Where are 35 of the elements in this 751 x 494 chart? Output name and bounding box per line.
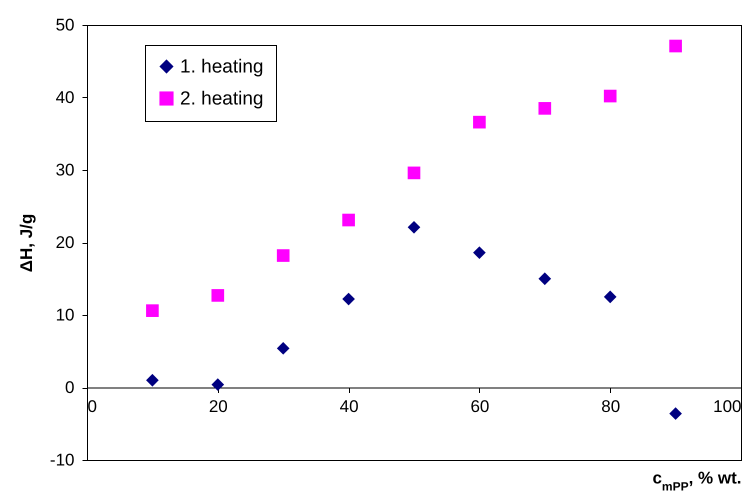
point <box>146 374 159 387</box>
point <box>604 290 617 304</box>
y-tick-label: 40 <box>56 88 74 107</box>
y-tick-label: 10 <box>56 306 74 324</box>
point <box>473 246 486 259</box>
point <box>342 292 355 306</box>
point <box>276 249 290 262</box>
y-tick-label: 0 <box>65 378 74 397</box>
point <box>538 272 552 286</box>
legend-label: 2. heating <box>180 88 264 110</box>
point <box>408 220 420 234</box>
point <box>211 378 224 391</box>
point <box>408 166 420 180</box>
y-tick-label: 50 <box>56 16 74 34</box>
point <box>604 90 617 102</box>
y-axis-title: ΔH, J/g <box>16 214 36 272</box>
point <box>538 102 552 115</box>
legend-label: 1. heating <box>180 56 264 78</box>
point <box>342 214 355 226</box>
x-tick-label: 100 <box>713 397 742 416</box>
x-tick-label: 80 <box>601 397 620 416</box>
y-tick-label: 30 <box>56 160 74 180</box>
point <box>276 342 290 355</box>
x-axis-title: c$_{mPP}$, % wt. <box>652 468 742 494</box>
x-tick-label: 20 <box>208 397 228 416</box>
point <box>146 304 159 317</box>
point <box>211 289 224 302</box>
x-tick-label: 0 <box>88 397 97 416</box>
point <box>669 40 682 52</box>
y-tick-label: 20 <box>56 233 74 252</box>
x-tick-label: 40 <box>340 397 359 416</box>
point <box>473 116 486 128</box>
y-tick-label: -10 <box>50 450 74 470</box>
point <box>669 407 682 420</box>
x-tick-label: 60 <box>470 397 490 416</box>
